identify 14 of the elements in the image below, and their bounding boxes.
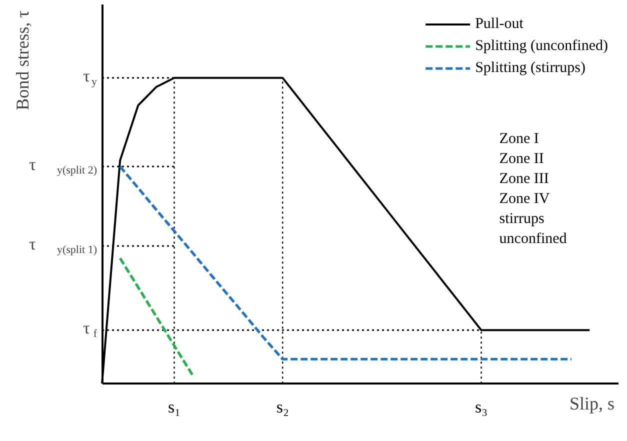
annotation: Zone III bbox=[499, 171, 549, 188]
x-tick-label: s₁ bbox=[168, 398, 181, 417]
annotation: Zone II bbox=[499, 151, 544, 168]
annotation: Zone I bbox=[499, 131, 539, 148]
x-axis-title: Slip, s bbox=[569, 394, 615, 414]
x-tick-label: s₂ bbox=[276, 398, 289, 417]
x-tick-label: s₃ bbox=[474, 398, 488, 417]
y-axis-title: Bond stress, τ bbox=[12, 10, 32, 110]
legend-label: Splitting (unconfined) bbox=[475, 38, 608, 54]
annotation: Zone IV bbox=[499, 191, 550, 208]
legend-label: Pull-out bbox=[475, 16, 524, 32]
annotation: unconfined bbox=[499, 231, 568, 248]
legend-label: Splitting (stirrups) bbox=[475, 60, 586, 76]
annotation: stirrups bbox=[499, 211, 544, 228]
